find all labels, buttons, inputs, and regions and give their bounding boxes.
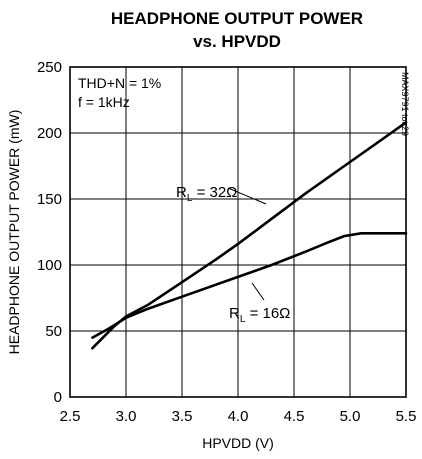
chart-title: HEADPHONE OUTPUT POWER <box>111 9 363 28</box>
curve-label-rl-32: RL = 32Ω <box>176 184 237 204</box>
x-tick-label: 5.5 <box>396 408 417 425</box>
condition-frequency: f = 1kHz <box>78 94 130 110</box>
tick-labels: 2.5 3.0 3.5 4.0 4.5 5.0 5.5 0 50 100 150 200 250 <box>37 59 416 425</box>
x-axis-label: HPVDD (V) <box>202 435 274 451</box>
x-tick-label: 3.5 <box>172 408 193 425</box>
curve-label-leader <box>227 187 267 205</box>
x-tick-label: 2.5 <box>60 408 81 425</box>
y-tick-label: 100 <box>37 257 62 274</box>
condition-thd: THD+N = 1% <box>78 75 161 91</box>
curve-label-leader <box>251 282 265 301</box>
x-tick-label: 4.0 <box>228 408 249 425</box>
y-tick-label: 0 <box>54 389 62 406</box>
y-tick-label: 50 <box>45 323 62 340</box>
x-tick-label: 5.0 <box>340 408 361 425</box>
y-axis-label: HEADPHONE OUTPUT POWER (mW) <box>6 110 22 355</box>
figure-code: MAX9791 toc29 <box>400 72 410 136</box>
y-tick-label: 250 <box>37 59 62 76</box>
curve-labels: RL = 32Ω RL = 16Ω <box>176 184 290 325</box>
series-lines <box>91 121 408 350</box>
chart-subtitle: vs. HPVDD <box>193 32 281 51</box>
grid <box>70 67 406 397</box>
x-tick-label: 4.5 <box>284 408 305 425</box>
y-tick-label: 150 <box>37 191 62 208</box>
series-line-rl-16 <box>91 232 408 339</box>
curve-label-rl-16: RL = 16Ω <box>229 305 290 325</box>
y-tick-label: 200 <box>37 125 62 142</box>
x-tick-label: 3.0 <box>116 408 137 425</box>
